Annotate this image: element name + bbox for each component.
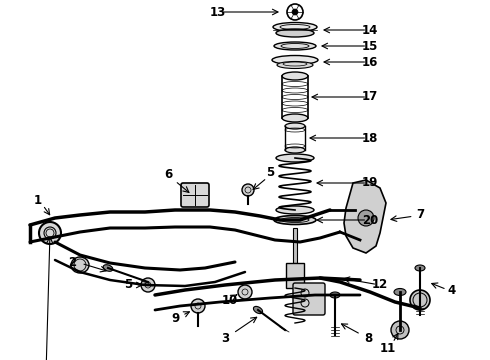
Ellipse shape [330,292,340,298]
Circle shape [391,321,409,339]
Text: 3: 3 [221,332,229,345]
Text: 1: 1 [34,194,42,207]
Bar [293,228,297,263]
Text: 4: 4 [448,284,456,297]
Ellipse shape [394,288,406,296]
Ellipse shape [39,222,61,244]
Text: 8: 8 [364,332,372,345]
Text: 13: 13 [210,5,226,18]
Text: 16: 16 [362,55,378,68]
Ellipse shape [276,154,314,162]
Text: 7: 7 [416,208,424,221]
FancyBboxPatch shape [293,283,325,315]
Ellipse shape [71,257,89,273]
Text: 15: 15 [362,40,378,53]
Text: 11: 11 [380,342,396,355]
Ellipse shape [276,206,314,214]
Circle shape [238,285,252,299]
Ellipse shape [282,72,308,80]
Text: 6: 6 [164,168,172,181]
Ellipse shape [274,42,316,50]
Circle shape [292,9,298,15]
Circle shape [358,210,374,226]
Text: 14: 14 [362,23,378,36]
Ellipse shape [282,114,308,122]
Ellipse shape [285,123,305,129]
Text: 10: 10 [222,293,238,306]
Ellipse shape [276,29,314,37]
Text: 18: 18 [362,131,378,144]
Text: 9: 9 [171,311,179,324]
Text: 12: 12 [372,279,388,292]
Ellipse shape [277,62,313,68]
Bar [286,263,304,288]
Text: 5: 5 [124,279,132,292]
Polygon shape [344,180,386,253]
Circle shape [191,299,205,313]
Text: 20: 20 [362,213,378,226]
Circle shape [141,278,155,292]
Ellipse shape [410,290,430,310]
Ellipse shape [253,306,263,314]
Ellipse shape [415,265,425,271]
Ellipse shape [285,147,305,153]
Circle shape [242,184,254,196]
Text: 5: 5 [266,166,274,179]
Text: 2: 2 [68,256,76,269]
Text: 17: 17 [362,90,378,104]
Ellipse shape [273,22,317,31]
Ellipse shape [103,265,113,271]
Text: 19: 19 [362,176,378,189]
Ellipse shape [272,55,318,64]
FancyBboxPatch shape [181,183,209,207]
Ellipse shape [274,216,316,225]
